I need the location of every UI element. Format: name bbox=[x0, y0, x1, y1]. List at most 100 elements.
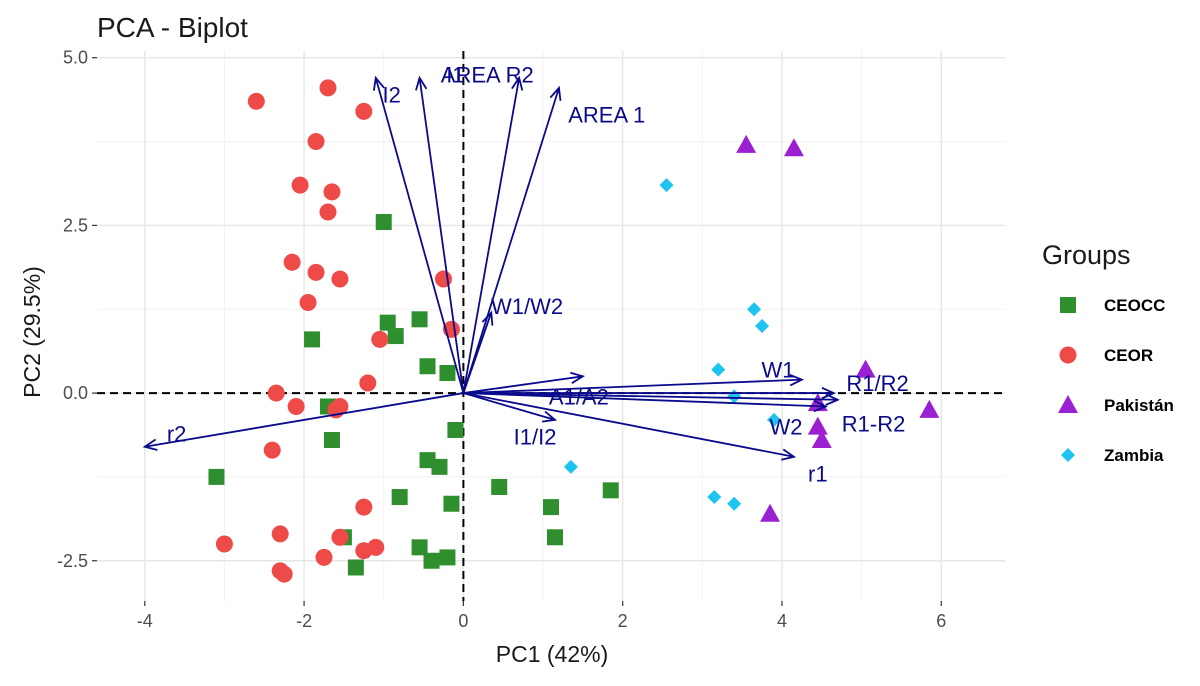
x-tick-label: -4 bbox=[137, 611, 153, 631]
point-pakist-n bbox=[855, 359, 876, 378]
point-ceor bbox=[323, 183, 341, 201]
point-zambia bbox=[711, 362, 726, 377]
point-ceor bbox=[287, 397, 305, 415]
point-ceocc bbox=[423, 552, 440, 569]
loading-arrow-i2 bbox=[374, 77, 465, 394]
point-ceocc bbox=[323, 432, 340, 449]
x-tick-label: 2 bbox=[618, 611, 628, 631]
point-ceor bbox=[319, 203, 337, 221]
loading-label-r2: r2 bbox=[167, 421, 187, 446]
point-pakist-n bbox=[919, 399, 940, 418]
point-ceocc bbox=[447, 421, 464, 438]
loading-arrowhead-w1-w2 bbox=[481, 310, 494, 326]
point-ceor bbox=[434, 270, 452, 288]
legend-label-pakist-n: Pakistán bbox=[1104, 396, 1174, 415]
point-ceocc bbox=[347, 559, 364, 576]
point-zambia bbox=[747, 302, 762, 317]
point-ceocc bbox=[602, 482, 619, 499]
y-axis-title: PC2 (29.5%) bbox=[19, 266, 45, 398]
loading-label-i1: I1 bbox=[446, 62, 464, 87]
point-zambia bbox=[563, 459, 578, 474]
loading-label-i2: I2 bbox=[383, 83, 401, 108]
point-ceor bbox=[267, 384, 285, 402]
point-ceor bbox=[319, 79, 337, 97]
loading-arrow-r2 bbox=[144, 392, 464, 448]
point-ceocc bbox=[439, 364, 456, 381]
loading-arrow-area-r2 bbox=[462, 77, 521, 394]
point-ceocc bbox=[419, 358, 436, 375]
point-ceor bbox=[359, 374, 377, 392]
loading-arrow-i1 bbox=[418, 77, 465, 394]
loading-arrowhead-r1-r2 bbox=[821, 386, 836, 400]
loading-arrowhead-area-1 bbox=[549, 85, 562, 101]
point-pakist-n bbox=[807, 416, 828, 435]
point-ceor bbox=[283, 253, 301, 271]
legend-key-zambia bbox=[1061, 448, 1075, 462]
loading-label-area-1: AREA 1 bbox=[568, 103, 645, 128]
point-pakist-n bbox=[811, 430, 832, 449]
legend-label-ceor: CEOR bbox=[1104, 346, 1153, 365]
legend-key-pakist-n bbox=[1058, 395, 1078, 413]
point-ceor bbox=[263, 441, 281, 459]
loading-arrow-i1-i2 bbox=[463, 392, 556, 421]
point-ceor bbox=[271, 525, 289, 543]
point-ceor bbox=[275, 565, 293, 583]
loading-arrow-w1-w2 bbox=[462, 312, 493, 394]
loading-arrowhead-i1 bbox=[415, 75, 428, 91]
point-ceocc bbox=[491, 478, 508, 495]
loading-label-r1-r2: R1-R2 bbox=[842, 411, 906, 436]
point-ceocc bbox=[439, 549, 456, 566]
point-pakist-n bbox=[736, 134, 757, 153]
x-tick-label: 0 bbox=[458, 611, 468, 631]
legend-key-ceocc bbox=[1060, 297, 1076, 313]
point-ceocc bbox=[431, 458, 448, 475]
axis-ticks: -4 -2 0 2 4 6 -2.5 0.0 2.5 5.0 bbox=[57, 48, 946, 631]
x-tick-label: 4 bbox=[777, 611, 787, 631]
plot-panel bbox=[97, 51, 1005, 601]
point-zambia bbox=[755, 319, 770, 333]
point-ceocc bbox=[543, 499, 559, 516]
point-zambia bbox=[767, 412, 782, 427]
point-ceor bbox=[247, 92, 265, 110]
point-pakist-n bbox=[783, 138, 804, 157]
legend-key-ceor bbox=[1059, 346, 1077, 364]
loading-label-w1-w2: W1/W2 bbox=[491, 294, 563, 319]
reference-lines bbox=[97, 51, 1005, 601]
point-pakist-n bbox=[760, 503, 781, 522]
loading-arrowhead-i1-i2 bbox=[541, 410, 558, 423]
point-ceor bbox=[367, 538, 385, 556]
legend-label-ceocc: CEOCC bbox=[1104, 296, 1165, 315]
point-ceocc bbox=[387, 328, 404, 345]
loading-label-w1: W1 bbox=[762, 358, 795, 383]
point-ceocc bbox=[379, 314, 396, 331]
loading-label-area-r2: AREA R2 bbox=[441, 62, 534, 87]
point-ceocc bbox=[391, 489, 408, 506]
loading-arrowhead-r1 bbox=[781, 448, 797, 461]
point-ceocc bbox=[375, 214, 392, 231]
y-tick-label: 0.0 bbox=[63, 383, 88, 403]
point-ceor bbox=[307, 133, 325, 151]
point-ceor bbox=[355, 102, 373, 120]
loading-arrowhead-w1 bbox=[789, 373, 805, 387]
point-ceor bbox=[307, 263, 325, 281]
loading-arrowhead-w2 bbox=[813, 399, 828, 413]
point-zambia bbox=[727, 496, 742, 511]
loading-arrow-a1-a2 bbox=[463, 375, 583, 394]
point-ceor bbox=[215, 535, 233, 553]
loading-arrow-area-1 bbox=[462, 87, 560, 394]
loading-arrowhead-area-r2 bbox=[511, 75, 524, 91]
loading-arrow-r1 bbox=[463, 392, 795, 458]
loading-label-i1-i2: I1/I2 bbox=[514, 425, 557, 450]
loading-label-a1-a2: A1/A2 bbox=[549, 384, 609, 409]
loading-arrow-w2 bbox=[463, 392, 826, 408]
x-axis-title: PC1 (42%) bbox=[496, 641, 608, 667]
loading-label-r1: r1 bbox=[808, 462, 828, 487]
point-ceor bbox=[355, 498, 373, 516]
point-ceocc bbox=[411, 539, 428, 556]
legend-title: Groups bbox=[1042, 240, 1131, 270]
point-ceor bbox=[315, 548, 333, 566]
loading-arrow-r1-r2 bbox=[463, 392, 838, 401]
point-ceor bbox=[291, 176, 309, 194]
loading-arrow-w1 bbox=[463, 378, 802, 394]
